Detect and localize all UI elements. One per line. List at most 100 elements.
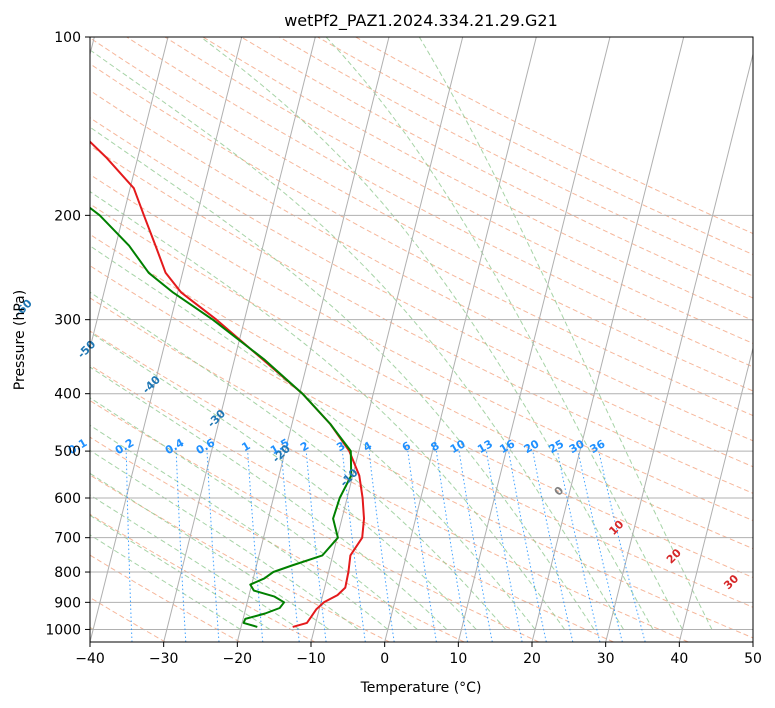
mixing-ratio-label: 1 <box>239 439 252 454</box>
moist-adiabat-line <box>90 494 300 630</box>
x-tick-label: 10 <box>449 651 467 667</box>
dry-adiabat-line <box>90 63 753 417</box>
mixing-ratio-line <box>407 451 437 642</box>
moist-adiabat-line <box>200 37 654 630</box>
dry-adiabat-line <box>90 596 166 642</box>
x-tick-label: −20 <box>223 651 253 667</box>
mixing-ratio-line <box>577 450 623 642</box>
plot-area <box>0 37 753 642</box>
plot-lines <box>90 140 365 628</box>
dry-adiabat-line <box>317 37 753 256</box>
y-tick-label: 700 <box>54 531 81 547</box>
dry-adiabat-line <box>90 89 753 442</box>
y-tick-label: 900 <box>54 595 81 611</box>
mixing-ratio-line <box>341 451 366 642</box>
isotherm-line <box>90 37 169 351</box>
moist-adiabat-line <box>90 534 241 630</box>
mixing-ratio-line <box>508 451 547 642</box>
mixing-ratio-label: 10 <box>448 437 468 456</box>
x-tick-label: −10 <box>296 651 326 667</box>
y-tick-label: 800 <box>54 565 81 581</box>
x-tick-label: 30 <box>597 651 615 667</box>
moist-adiabat-line <box>90 126 595 630</box>
moist-adiabat-line <box>90 190 565 630</box>
dry-adiabat-line <box>90 117 753 468</box>
mixing-ratio-line <box>435 451 468 642</box>
mixing-ratio-label: 30 <box>567 437 587 456</box>
isotherm-line <box>384 37 537 642</box>
y-axis: 100 200 300 400 500 600 700 800 900 1000 <box>45 30 90 638</box>
x-tick-label: 0 <box>380 651 389 667</box>
mixing-ratio-label: 2 <box>298 439 311 454</box>
dry-adiabat-line <box>90 474 390 642</box>
mixing-ratio-line <box>557 451 601 642</box>
reference-curve <box>0 37 5 629</box>
dry-adiabat-line <box>90 145 753 494</box>
dry-adiabat-line <box>126 37 753 368</box>
dry-adiabat-line <box>240 37 753 299</box>
mixing-ratio-line <box>485 451 523 642</box>
chart-title: wetPf2_PAZ1.2024.334.21.29.G21 <box>284 11 558 31</box>
mixing-ratio-label: 25 <box>546 437 566 456</box>
x-tick-label: −40 <box>75 651 105 667</box>
dewpoint-profile-line <box>90 206 353 628</box>
dry-adiabat-line <box>90 513 315 642</box>
isotherm-label: -40 <box>140 373 163 396</box>
moist-adiabat-line <box>90 331 477 630</box>
dry-adiabat-line <box>90 265 753 608</box>
y-tick-label: 400 <box>54 387 81 403</box>
mixing-ratio-line <box>305 451 327 642</box>
isotherm-line <box>236 37 390 642</box>
x-tick-label: 50 <box>744 651 762 667</box>
moist-adiabat-line <box>90 424 389 630</box>
mixing-ratio-label: 20 <box>522 437 542 456</box>
dry-adiabat-line <box>90 400 540 642</box>
y-tick-label: 600 <box>54 491 81 507</box>
plot-frame <box>89 36 754 643</box>
isotherm-line <box>457 37 611 642</box>
mixing-ratio-label: 8 <box>428 439 441 454</box>
mixing-ratio-line <box>175 451 187 642</box>
x-tick-label: 20 <box>523 651 541 667</box>
x-axis-label: Temperature (°C) <box>360 680 482 696</box>
dry-adiabat-line <box>164 37 753 344</box>
moist-adiabat-label: 30 <box>721 572 741 592</box>
mixing-ratio-label: 16 <box>497 437 517 456</box>
isotherm-line <box>90 37 243 642</box>
x-tick-label: 40 <box>670 651 688 667</box>
mixing-ratio-label: 13 <box>475 437 495 456</box>
dry-adiabat-line <box>90 297 753 639</box>
dry-adiabat-line <box>90 233 753 579</box>
x-axis: −40 −30 −20 −10 0 10 20 30 40 50 <box>75 642 762 667</box>
dry-adiabat-line <box>90 364 614 642</box>
y-axis-label: Pressure (hPa) <box>12 290 28 390</box>
dry-adiabat-line <box>90 436 465 642</box>
moist-adiabat-line <box>325 37 683 630</box>
mixing-ratio-line <box>458 451 493 642</box>
moist-adiabat-line <box>418 37 713 630</box>
y-tick-label: 500 <box>54 444 81 460</box>
x-tick-label: −30 <box>149 651 179 667</box>
isotherm-line <box>531 37 685 642</box>
isotherm-line <box>752 639 753 642</box>
y-tick-label: 200 <box>54 208 81 224</box>
mixing-ratio-line <box>247 451 264 642</box>
mixing-ratio-label: 0.6 <box>194 436 218 457</box>
mixing-ratio-label: 0.4 <box>163 436 187 457</box>
mixing-ratio-line <box>532 451 574 642</box>
dry-adiabat-line <box>355 37 753 235</box>
isotherm-line <box>678 346 753 642</box>
mixing-ratio-line <box>280 451 300 642</box>
dry-adiabat-line <box>90 173 753 522</box>
moist-adiabat-label: 20 <box>664 546 684 566</box>
moist-adiabat-line <box>90 49 624 630</box>
moist-adiabat-line <box>90 397 418 630</box>
isotherm-line <box>605 52 753 642</box>
isotherm-label: -50 <box>75 338 98 361</box>
moist-adiabat-line <box>90 449 359 630</box>
y-tick-label: 1000 <box>45 622 81 638</box>
mixing-ratio-line <box>368 451 395 642</box>
isotherm-line <box>310 37 464 642</box>
y-tick-label: 300 <box>54 313 81 329</box>
